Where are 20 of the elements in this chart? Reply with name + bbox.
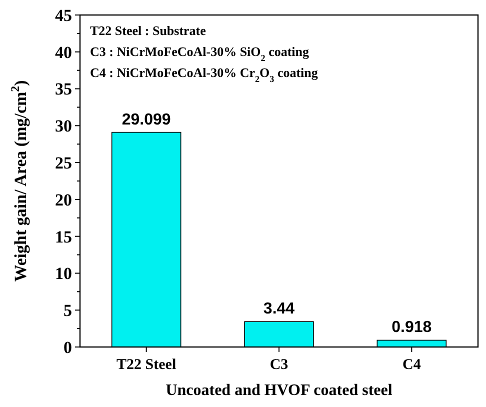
y-tick-label: 20 xyxy=(55,190,72,210)
y-tick-label: 40 xyxy=(55,42,72,62)
x-axis-title: Uncoated and HVOF coated steel xyxy=(166,382,393,399)
annotation: C3 : NiCrMoFeCoAl-30% SiO$_{2}$ coating xyxy=(90,44,310,63)
y-tick-label: 35 xyxy=(55,80,72,99)
x-tick-label: T22 Steel xyxy=(116,357,176,373)
y-tick-label: 25 xyxy=(55,154,72,173)
y-tick-label: 45 xyxy=(55,6,72,25)
annotation: C4 : NiCrMoFeCoAl-30% Cr$_{2}$O$_{3}$ coating xyxy=(90,65,318,84)
x-tick-label: C3 xyxy=(270,357,288,373)
data-label: 29.099 xyxy=(122,111,171,128)
data-label: 0.918 xyxy=(392,319,432,336)
y-tick-label: 0 xyxy=(64,338,72,357)
y-tick-label: 10 xyxy=(55,264,72,284)
data-label: 3.44 xyxy=(263,300,295,318)
y-tick-label: 30 xyxy=(55,116,72,136)
x-tick-label: C4 xyxy=(402,357,422,373)
y-tick-label: 15 xyxy=(55,227,72,246)
y-tick-label: 5 xyxy=(64,301,72,320)
annotation: T22 Steel : Substrate xyxy=(90,23,206,38)
